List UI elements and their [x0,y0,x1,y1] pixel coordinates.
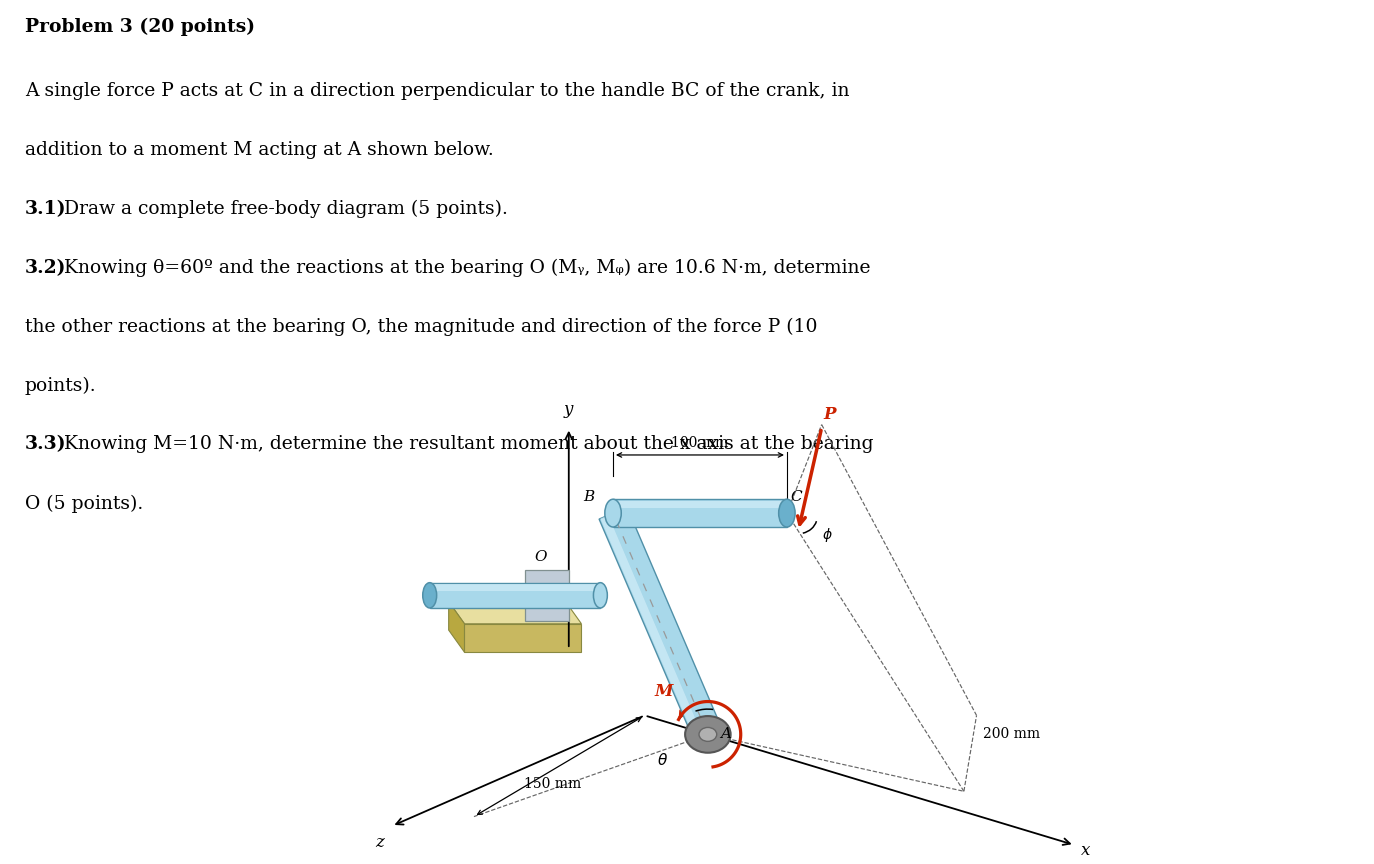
Text: $\phi$: $\phi$ [822,526,833,543]
Text: 200 mm: 200 mm [982,727,1040,741]
Polygon shape [430,582,600,608]
Ellipse shape [605,499,621,527]
Text: $\theta$: $\theta$ [657,752,668,768]
Polygon shape [449,601,581,624]
Text: 3.2): 3.2) [25,258,66,276]
Ellipse shape [423,582,437,608]
Text: Problem 3 (20 points): Problem 3 (20 points) [25,17,254,35]
Text: O (5 points).: O (5 points). [25,494,143,512]
Polygon shape [600,515,703,740]
Polygon shape [613,500,787,508]
Text: Knowing θ=60º and the reactions at the bearing O (Mᵧ, Mᵩ) are 10.6 N·m, determin: Knowing θ=60º and the reactions at the b… [58,258,871,277]
Text: points).: points). [25,377,96,395]
Polygon shape [599,507,721,740]
Ellipse shape [699,727,717,741]
Text: O: O [534,550,547,563]
Text: y: y [565,401,573,418]
Polygon shape [464,624,581,652]
Text: the other reactions at the bearing O, the magnitude and direction of the force P: the other reactions at the bearing O, th… [25,318,818,336]
Text: 100 mm: 100 mm [672,436,728,450]
Text: Knowing M=10 N·m, determine the resultant moment about the x axis at the bearing: Knowing M=10 N·m, determine the resultan… [58,435,874,454]
Text: C: C [790,490,801,504]
Polygon shape [430,584,600,591]
Polygon shape [449,601,464,652]
Ellipse shape [686,716,731,753]
Text: A single force P acts at C in a direction perpendicular to the handle BC of the : A single force P acts at C in a directio… [25,82,849,100]
Text: z: z [375,834,383,851]
Text: Draw a complete free-body diagram (5 points).: Draw a complete free-body diagram (5 poi… [58,200,508,218]
Text: addition to a moment M acting at A shown below.: addition to a moment M acting at A shown… [25,141,493,159]
Text: B: B [583,490,594,504]
Polygon shape [525,570,569,620]
Text: M: M [654,683,673,700]
Ellipse shape [594,582,607,608]
Text: 150 mm: 150 mm [525,778,581,791]
Text: x: x [1081,842,1090,859]
Text: 3.1): 3.1) [25,200,66,218]
Ellipse shape [779,499,796,527]
Text: 3.3): 3.3) [25,435,66,454]
Polygon shape [613,499,787,527]
Text: P: P [823,406,835,422]
Text: A: A [720,727,731,741]
